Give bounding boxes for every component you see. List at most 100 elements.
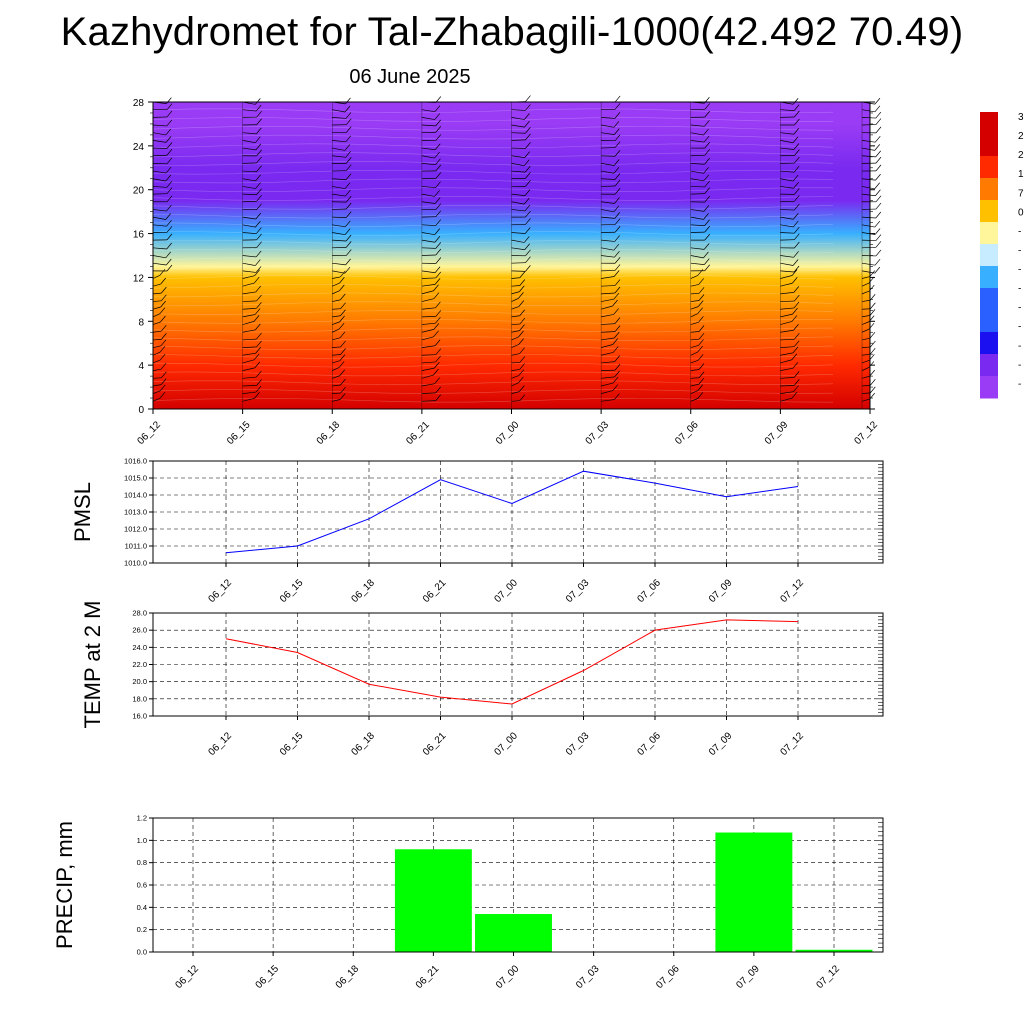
x-tick-label: 07_09: [707, 730, 735, 758]
wind-barb: [780, 149, 800, 157]
barb-flag: [256, 118, 262, 125]
barb-shaft: [152, 321, 161, 325]
wind-barb: [780, 156, 800, 164]
wind-barb: [861, 241, 882, 249]
wind-barb: [242, 347, 261, 356]
barb-flag: [525, 210, 531, 218]
barb-flag: [518, 369, 525, 376]
barb-flag: [435, 96, 442, 103]
wind-barb: [690, 339, 704, 348]
x-tick-label: 06_12: [136, 419, 164, 447]
wind-barb: [152, 204, 172, 212]
barb-flag: [345, 234, 352, 242]
barb-shaft: [152, 216, 166, 220]
wind-barb: [332, 369, 346, 379]
barb-shaft: [690, 359, 699, 364]
barb-flag: [255, 347, 261, 354]
wind-barb: [511, 95, 531, 103]
wind-barb: [421, 394, 442, 402]
barb-shaft: [780, 270, 795, 273]
contour-line: [152, 336, 834, 342]
wind-barb: [421, 190, 440, 197]
barb-flag: [345, 173, 352, 180]
wind-barb: [332, 195, 352, 203]
barb-shaft: [332, 262, 346, 266]
barb-shaft: [690, 338, 700, 341]
y-tick-label: 28: [133, 98, 145, 109]
barb-flag: [435, 394, 442, 401]
x-tick-label: 07_03: [564, 577, 592, 605]
colorbar-label: 0: [1018, 207, 1024, 218]
wind-barb: [152, 187, 173, 195]
colorbar-label: -: [1018, 284, 1021, 295]
barb-shaft: [152, 178, 166, 182]
barb-flag: [869, 331, 876, 339]
wind-barb: [242, 203, 262, 211]
wind-barb: [332, 135, 352, 143]
barb-flag: [704, 233, 711, 241]
barb-flag: [166, 204, 172, 212]
barb-flag: [344, 105, 351, 113]
wind-barb: [332, 151, 351, 158]
wind-barb: [152, 128, 172, 136]
wind-barb: [152, 181, 173, 188]
colorbar-segment: [980, 134, 998, 157]
wind-barb: [511, 189, 531, 196]
barb-shaft: [421, 329, 434, 333]
barb-flag: [345, 189, 351, 197]
barb-flag: [345, 157, 352, 164]
barb-shaft: [601, 305, 613, 310]
barb-flag: [791, 353, 798, 360]
barb-shaft: [690, 132, 704, 136]
barb-flag: [254, 269, 260, 276]
barb-flag: [519, 317, 526, 325]
wind-barb: [780, 118, 800, 126]
wind-barb: [242, 182, 261, 189]
y-tick-label: 1013.0: [124, 508, 147, 517]
colorbar-segment: [980, 156, 998, 179]
barb-flag: [256, 149, 262, 157]
wind-barb: [780, 241, 800, 249]
wind-barb: [861, 266, 881, 274]
barb-flag: [339, 331, 346, 339]
barb-shaft: [332, 354, 341, 356]
barb-flag: [791, 315, 798, 322]
barb-flag: [703, 213, 709, 220]
barb-flag: [524, 189, 531, 196]
x-tick-label: 07_06: [636, 577, 664, 605]
barb-flag: [704, 110, 711, 118]
barb-flag: [518, 338, 524, 345]
barb-shaft: [242, 314, 256, 318]
barb-shaft: [511, 193, 526, 196]
wind-barb: [152, 384, 166, 394]
barb-shaft: [332, 321, 340, 325]
barb-flag: [434, 278, 441, 285]
barb-flag: [793, 213, 799, 220]
barb-flag: [794, 233, 800, 240]
wind-barb: [332, 386, 346, 394]
wind-barb: [332, 293, 346, 302]
barb-shaft: [332, 147, 346, 151]
barb-shaft: [332, 367, 340, 371]
barb-shaft: [601, 285, 616, 287]
wind-barb: [780, 213, 799, 220]
barb-flag: [435, 386, 442, 394]
barb-flag: [435, 134, 442, 141]
wind-barb: [242, 241, 262, 249]
barb-shaft: [861, 315, 871, 318]
wind-barb: [690, 258, 710, 265]
colorbar-segment: [980, 376, 998, 399]
barb-shaft: [780, 109, 795, 112]
wind-barb: [421, 278, 441, 287]
barb-flag: [613, 121, 620, 128]
barb-flag: [875, 234, 882, 241]
colorbar-segment: [980, 354, 998, 377]
barb-flag: [255, 136, 261, 143]
wind-barb: [152, 391, 166, 402]
wind-barb: [332, 302, 346, 310]
barb-flag: [166, 187, 173, 194]
barb-flag: [874, 266, 881, 274]
barb-flag: [704, 225, 710, 233]
wind-barb: [861, 182, 880, 190]
contour-line: [152, 275, 834, 280]
